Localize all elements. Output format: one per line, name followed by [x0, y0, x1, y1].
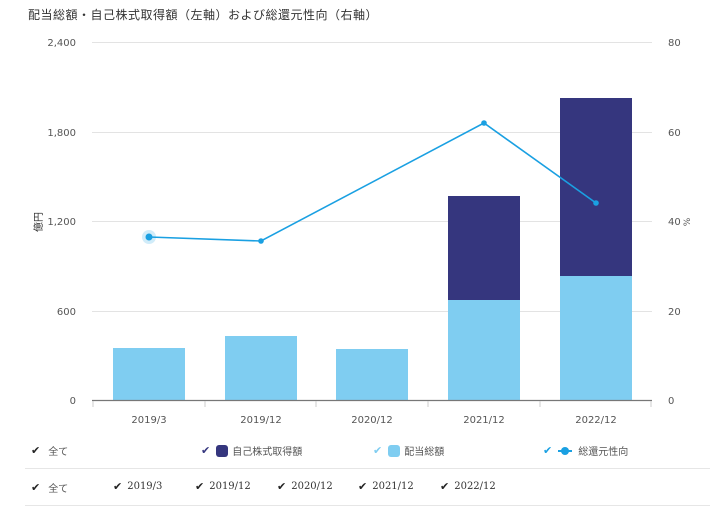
legend-dividend[interactable]: ✔ 配当総額: [373, 444, 445, 458]
point-2021-12[interactable]: [481, 120, 487, 126]
point-2019-12[interactable]: [258, 238, 264, 244]
right-tick: 80: [668, 38, 681, 49]
combo-chart: 2,400 1,800 1,200 600 0 億円 80 60 40 20 0…: [32, 38, 693, 426]
legend-period-2019-12[interactable]: ✔ 2019/12: [195, 480, 251, 493]
x-label: 2022/12: [575, 415, 617, 426]
period-legend: ✔ 全て ✔ 2019/3 ✔ 2019/12 ✔ 2020/12 ✔ 2021…: [25, 469, 710, 506]
check-icon: ✔: [201, 444, 211, 457]
series-dividend: [113, 276, 632, 400]
bar-dividend-2020-12[interactable]: [336, 349, 408, 400]
x-label: 2019/3: [131, 415, 166, 426]
check-icon: ✔: [195, 480, 205, 493]
left-tick: 0: [70, 396, 76, 407]
point-2022-12[interactable]: [593, 200, 599, 206]
legend-period-all[interactable]: ✔ 全て: [31, 481, 69, 495]
legend-buyback[interactable]: ✔ 自己株式取得額: [201, 444, 303, 458]
series-legend: ✔ 全て ✔ 自己株式取得額 ✔ 配当総額 ✔ 総還元性向: [25, 432, 710, 469]
x-axis-labels: 2019/3 2019/12 2020/12 2021/12 2022/12: [131, 415, 616, 426]
series-payout-ratio-points: [145, 120, 599, 244]
right-axis: 80 60 40 20 0: [668, 38, 681, 407]
bar-dividend-2019-12[interactable]: [225, 336, 297, 400]
check-icon: ✔: [31, 481, 41, 494]
check-icon: ✔: [440, 480, 450, 493]
check-icon: ✔: [373, 444, 383, 457]
right-tick: 40: [668, 217, 681, 228]
x-label: 2021/12: [463, 415, 505, 426]
series-payout-ratio-line: [148, 122, 597, 242]
line-marker-icon: [558, 445, 573, 457]
swatch-buyback-icon: [216, 444, 229, 457]
left-axis: 2,400 1,800 1,200 600 0: [47, 38, 76, 407]
right-tick: 60: [668, 128, 681, 139]
check-icon: ✔: [31, 444, 41, 457]
point-2019-3[interactable]: [145, 233, 153, 241]
left-tick: 1,800: [47, 128, 76, 139]
right-axis-unit: %: [683, 217, 693, 226]
left-tick: 600: [57, 307, 76, 318]
check-icon: ✔: [358, 480, 368, 493]
left-axis-unit: 億円: [32, 212, 45, 232]
left-tick: 2,400: [47, 38, 76, 49]
bar-dividend-2022-12[interactable]: [560, 276, 632, 400]
check-icon: ✔: [113, 480, 123, 493]
legend-period-2021-12[interactable]: ✔ 2021/12: [358, 480, 414, 493]
x-label: 2019/12: [240, 415, 282, 426]
series-buyback: [448, 98, 632, 300]
x-label: 2020/12: [351, 415, 393, 426]
check-icon: ✔: [543, 444, 553, 457]
right-tick: 0: [668, 396, 674, 407]
legend-series-all[interactable]: ✔ 全て: [31, 444, 69, 458]
swatch-dividend-icon: [388, 444, 401, 457]
x-axis-ticks: [92, 401, 652, 407]
bar-buyback-2021-12[interactable]: [448, 196, 520, 300]
legend-period-2022-12[interactable]: ✔ 2022/12: [440, 480, 496, 493]
bar-buyback-2022-12[interactable]: [560, 98, 632, 276]
check-icon: ✔: [277, 480, 287, 493]
right-tick: 20: [668, 307, 681, 318]
left-tick: 1,200: [47, 217, 76, 228]
chart-title: 配当総額・自己株式取得額（左軸）および総還元性向（右軸）: [28, 8, 379, 22]
legend-period-2019-3[interactable]: ✔ 2019/3: [113, 480, 163, 493]
legend-period-2020-12[interactable]: ✔ 2020/12: [277, 480, 333, 493]
bar-dividend-2021-12[interactable]: [448, 300, 520, 400]
gridlines: [92, 42, 652, 312]
bar-dividend-2019-3[interactable]: [113, 348, 185, 400]
legend-payout-ratio[interactable]: ✔ 総還元性向: [543, 444, 629, 458]
